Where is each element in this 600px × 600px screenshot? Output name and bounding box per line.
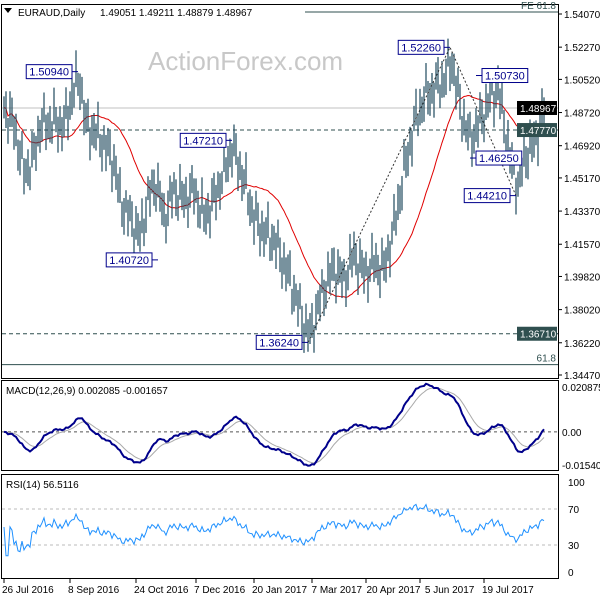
x-tick-label: 7 Dec 2016 xyxy=(194,585,246,596)
fib-label: 61.8 xyxy=(537,354,557,365)
y-tick-label: 1.43370 xyxy=(564,207,600,218)
main-panel-frame xyxy=(1,4,559,379)
rsi-line xyxy=(3,503,545,557)
y-tick-label: 1.39820 xyxy=(564,272,600,283)
y-tick-label: 1.52270 xyxy=(564,43,600,54)
annotation-label: 1.52260 xyxy=(401,42,441,54)
y-tick-label: 1.45170 xyxy=(564,174,600,185)
fib-label: FE 61.8 xyxy=(521,1,556,12)
y-tick-label: 1.50520 xyxy=(564,75,600,86)
y-tick-label: 1.38020 xyxy=(564,306,600,317)
moving-average-line xyxy=(3,95,545,299)
macd-label: MACD(12,26,9) 0.002085 -0.001657 xyxy=(6,386,168,397)
collapse-triangle-icon[interactable] xyxy=(4,8,12,13)
x-tick-label: 26 Jul 2016 xyxy=(2,585,54,596)
level-price-label: 1.47770 xyxy=(520,126,557,137)
x-tick-label: 20 Apr 2017 xyxy=(367,585,421,596)
level-price-tag xyxy=(517,326,557,341)
symbol-header: EURAUD,Daily xyxy=(18,8,85,19)
level-price-label: 1.36710 xyxy=(520,330,557,341)
annotation-label: 1.46250 xyxy=(479,153,519,165)
annotation-label: 1.40720 xyxy=(109,255,149,267)
macd-panel-frame xyxy=(1,380,559,471)
y-tick-label: 1.36220 xyxy=(564,339,600,350)
macd-tick-label: 0.00 xyxy=(562,428,582,439)
x-tick-label: 19 Jul 2017 xyxy=(482,585,534,596)
annotation-label: 1.50730 xyxy=(485,71,525,83)
annotation-label: 1.50940 xyxy=(29,67,69,79)
annotation-label: 1.47210 xyxy=(183,135,223,147)
macd-signal-line xyxy=(3,387,545,464)
macd-tick-label: 0.020875 xyxy=(562,383,600,394)
macd-tick-label: -0.015402 xyxy=(562,461,600,472)
current-price-tag xyxy=(517,100,557,115)
x-tick-label: 7 Mar 2017 xyxy=(311,585,362,596)
x-tick-label: 5 Jun 2017 xyxy=(425,585,475,596)
y-tick-label: 1.46920 xyxy=(564,142,600,153)
rsi-tick-label: 30 xyxy=(568,541,580,552)
y-tick-label: 1.34470 xyxy=(564,371,600,382)
rsi-panel-frame xyxy=(1,474,559,579)
rsi-tick-label: 70 xyxy=(568,505,580,516)
y-tick-label: 1.54070 xyxy=(564,10,600,21)
ohlc-readout: 1.49051 1.49211 1.48879 1.48967 xyxy=(100,8,253,19)
x-tick-label: 20 Jan 2017 xyxy=(252,585,307,596)
x-tick-label: 8 Sep 2016 xyxy=(68,585,120,596)
x-tick-label: 24 Oct 2016 xyxy=(134,585,189,596)
rsi-tick-label: 100 xyxy=(568,478,585,489)
rsi-tick-label: 0 xyxy=(568,568,574,579)
watermark: ActionForex.com xyxy=(148,46,343,76)
fibonacci-trendline xyxy=(307,46,517,343)
current-price-label: 1.48967 xyxy=(520,104,557,115)
level-price-tag xyxy=(517,123,557,138)
macd-line xyxy=(3,382,545,467)
annotation-label: 1.36240 xyxy=(259,337,299,349)
y-tick-label: 1.41570 xyxy=(564,240,600,251)
annotation-label: 1.44210 xyxy=(467,191,507,203)
y-tick-label: 1.48720 xyxy=(564,109,600,120)
rsi-label: RSI(14) 56.5116 xyxy=(6,480,79,491)
